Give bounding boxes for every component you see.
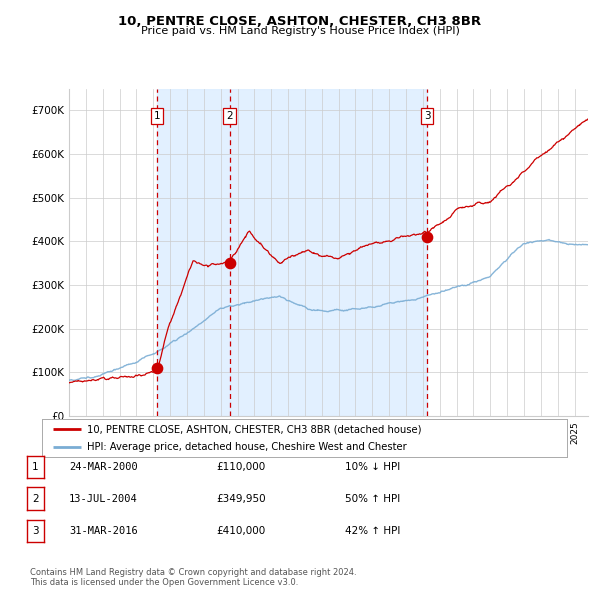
Point — [152, 363, 162, 373]
Text: 3: 3 — [32, 526, 39, 536]
Text: 10, PENTRE CLOSE, ASHTON, CHESTER, CH3 8BR: 10, PENTRE CLOSE, ASHTON, CHESTER, CH3 8… — [118, 15, 482, 28]
Text: 2: 2 — [226, 112, 233, 122]
Text: 50% ↑ HPI: 50% ↑ HPI — [345, 494, 400, 503]
Text: 24-MAR-2000: 24-MAR-2000 — [69, 463, 138, 472]
Text: 13-JUL-2004: 13-JUL-2004 — [69, 494, 138, 503]
Text: 3: 3 — [424, 112, 430, 122]
Text: HPI: Average price, detached house, Cheshire West and Chester: HPI: Average price, detached house, Ches… — [86, 442, 406, 452]
Text: £410,000: £410,000 — [216, 526, 265, 536]
Text: 10% ↓ HPI: 10% ↓ HPI — [345, 463, 400, 472]
Text: 2: 2 — [32, 494, 39, 503]
Point — [225, 258, 235, 268]
Point — [422, 232, 432, 242]
Text: 42% ↑ HPI: 42% ↑ HPI — [345, 526, 400, 536]
Text: Contains HM Land Registry data © Crown copyright and database right 2024.
This d: Contains HM Land Registry data © Crown c… — [30, 568, 356, 587]
Text: Price paid vs. HM Land Registry's House Price Index (HPI): Price paid vs. HM Land Registry's House … — [140, 26, 460, 36]
Bar — [230, 88, 427, 416]
Text: £349,950: £349,950 — [216, 494, 266, 503]
Bar — [157, 88, 230, 416]
Text: 31-MAR-2016: 31-MAR-2016 — [69, 526, 138, 536]
Text: 10, PENTRE CLOSE, ASHTON, CHESTER, CH3 8BR (detached house): 10, PENTRE CLOSE, ASHTON, CHESTER, CH3 8… — [86, 424, 421, 434]
Text: 1: 1 — [154, 112, 160, 122]
Text: 1: 1 — [32, 463, 39, 472]
Text: £110,000: £110,000 — [216, 463, 265, 472]
